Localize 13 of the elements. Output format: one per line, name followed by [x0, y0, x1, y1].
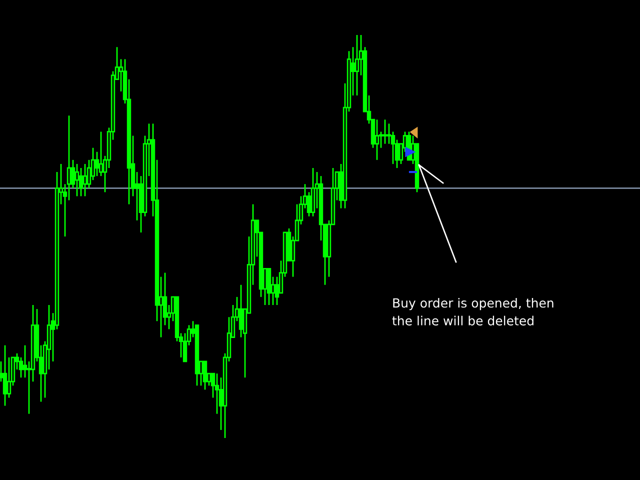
annotation: Buy order is opened, then the line will be deleted: [392, 298, 554, 326]
candlestick: [78, 167, 84, 197]
candlestick: [2, 344, 8, 406]
candlestick: [374, 118, 380, 161]
candlestick: [82, 163, 88, 197]
candlestick: [238, 284, 244, 338]
candlestick: [354, 34, 360, 96]
candlestick: [6, 356, 12, 398]
candlestick: [202, 360, 208, 390]
candlestick: [382, 118, 388, 145]
candlestick: [98, 131, 104, 177]
candlestick: [74, 163, 80, 197]
candlestick: [274, 276, 280, 306]
